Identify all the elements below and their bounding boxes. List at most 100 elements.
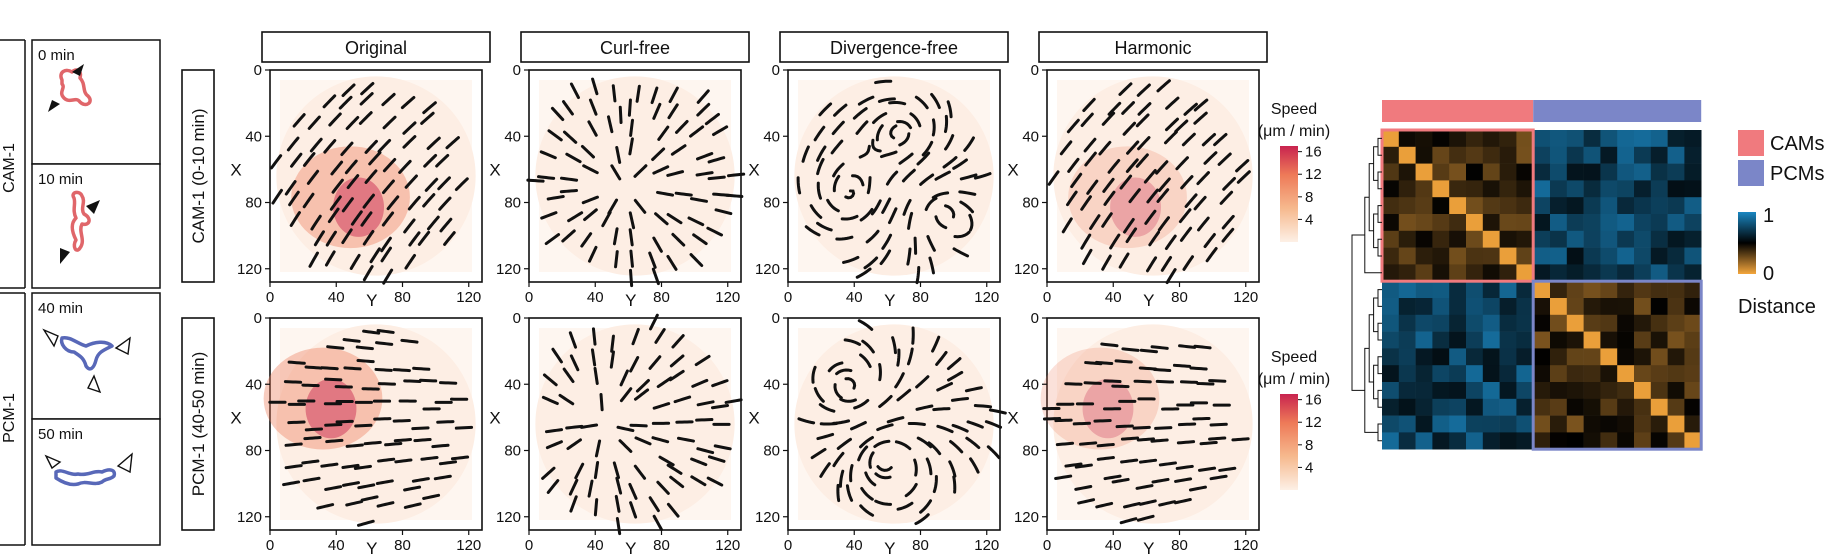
heatmap-cell <box>1566 163 1584 181</box>
heatmap-cell <box>1650 214 1668 232</box>
streamline <box>891 336 897 355</box>
streamline <box>1135 153 1149 168</box>
streamline <box>855 267 872 279</box>
streamline <box>1136 514 1155 522</box>
streamline <box>568 331 578 349</box>
streamline <box>345 500 364 507</box>
streamline <box>376 501 395 508</box>
streamline <box>876 465 893 472</box>
streamline <box>1096 442 1115 448</box>
streamline <box>1173 498 1192 505</box>
streamline <box>849 464 854 483</box>
y-tick-label: 40 <box>763 376 780 393</box>
heatmap-cell <box>1382 314 1400 332</box>
x-tick-label: 120 <box>715 289 740 306</box>
streamline <box>704 112 720 126</box>
streamline <box>616 425 635 433</box>
colorbar-gradient <box>1738 212 1756 274</box>
streamline <box>831 120 845 136</box>
streamline <box>1184 193 1198 208</box>
heatmap-cell <box>1684 281 1702 299</box>
streamline <box>952 247 970 258</box>
arrowhead-icon <box>44 454 62 470</box>
legend-tick-label: 12 <box>1305 166 1322 183</box>
heatmap-cell <box>1398 415 1416 433</box>
streamline <box>651 147 666 162</box>
heatmap-cell <box>1566 130 1584 148</box>
streamline <box>1120 436 1140 441</box>
x-tick-label: 40 <box>846 537 863 554</box>
streamlines <box>270 81 469 285</box>
streamline <box>934 215 948 230</box>
streamline <box>1178 208 1192 224</box>
streamline <box>1205 247 1218 263</box>
streamline <box>915 375 930 389</box>
streamline <box>282 480 301 487</box>
legend-tick-label: 4 <box>1305 211 1313 228</box>
streamline <box>832 162 845 178</box>
streamline <box>1126 140 1140 155</box>
legend-tick-label: 16 <box>1305 144 1322 161</box>
heatmap-cell <box>1398 314 1416 332</box>
flow-panel-2-0: Divergence-free 0 0 40 40 80 80 120 120 Y X <box>748 31 1009 310</box>
streamline <box>1066 190 1078 207</box>
streamline <box>1059 140 1073 156</box>
streamline <box>1103 379 1122 383</box>
heatmap-cell <box>1533 348 1551 366</box>
heatmap-cell <box>1617 214 1635 232</box>
streamline <box>946 357 962 371</box>
arrowhead-icon <box>114 336 131 356</box>
heatmap-cell <box>1516 298 1534 316</box>
streamline <box>813 387 825 403</box>
column-header-label: Harmonic <box>1114 38 1191 58</box>
streamline <box>852 107 868 120</box>
streamline <box>382 268 394 285</box>
streamline <box>1183 102 1198 116</box>
streamline <box>404 174 418 189</box>
heatmap-cell <box>1432 130 1450 148</box>
streamline <box>384 441 403 447</box>
heatmap-cell <box>1634 348 1652 366</box>
x-axis-label: Y <box>1143 539 1154 557</box>
streamline <box>587 120 598 137</box>
heatmap-cell <box>1533 163 1551 181</box>
x-axis-label: Y <box>884 539 895 557</box>
streamline <box>1095 501 1114 509</box>
heatmap-cell <box>1415 281 1433 299</box>
streamline <box>801 145 810 163</box>
heatmap-cell <box>1415 214 1433 232</box>
heatmap-cell <box>1482 382 1500 400</box>
streamline <box>1055 441 1075 447</box>
streamline <box>550 106 565 122</box>
flow-panel-1-0: Curl-free 0 0 40 40 80 80 120 120 Y X <box>489 31 750 310</box>
x-tick-label: 0 <box>266 537 274 554</box>
streamline <box>816 221 833 232</box>
streamline <box>417 230 431 246</box>
heatmap-cell <box>1415 348 1433 366</box>
streamline <box>1219 190 1234 205</box>
streamline <box>346 174 360 190</box>
legend-title: Speed <box>1271 349 1317 366</box>
streamline <box>946 100 953 119</box>
heatmap-cell <box>1432 314 1450 332</box>
streamline <box>810 447 827 460</box>
streamline <box>1153 368 1172 372</box>
heatmap-cell <box>1533 197 1551 215</box>
streamline <box>364 139 378 154</box>
streamline <box>796 176 802 195</box>
heatmap-cell <box>1466 197 1484 215</box>
heatmap-cell <box>1667 247 1685 265</box>
speed-peak <box>333 177 384 237</box>
heatmap-cell <box>1382 398 1400 416</box>
heatmap-cell <box>1516 247 1534 265</box>
streamline <box>1081 248 1093 266</box>
heatmap-cell <box>1533 298 1551 316</box>
streamline <box>907 421 926 426</box>
legend-tick-label: 4 <box>1305 459 1313 476</box>
streamline <box>408 231 421 247</box>
streamline <box>673 395 692 404</box>
heatmap-cell <box>1382 146 1400 164</box>
streamline <box>356 358 375 364</box>
streamline <box>928 256 935 275</box>
streamline <box>433 474 452 481</box>
